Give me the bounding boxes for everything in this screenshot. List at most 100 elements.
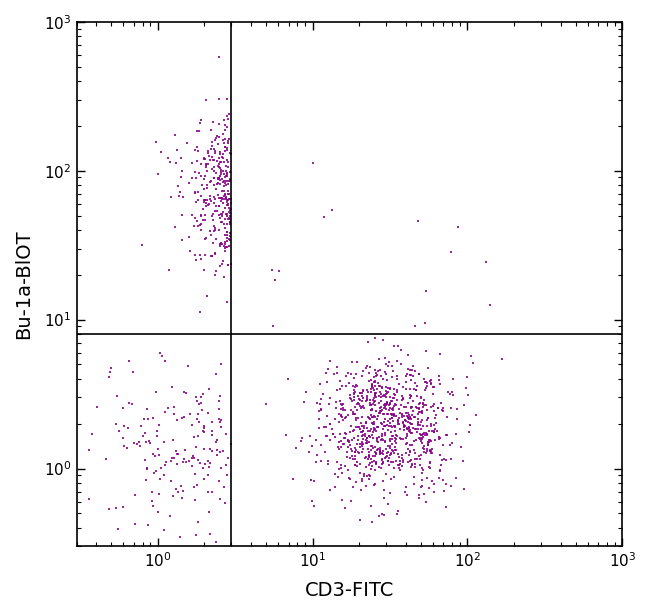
Point (211, 537, 221, 547)
Point (220, 243, 230, 252)
Point (226, 217, 236, 227)
Point (222, 94, 233, 104)
Point (171, 484, 181, 494)
Point (372, 445, 383, 454)
Point (379, 421, 389, 431)
Point (357, 441, 367, 451)
Point (357, 427, 367, 437)
Point (363, 450, 374, 460)
Point (363, 387, 374, 397)
Point (398, 457, 408, 467)
Point (318, 389, 328, 399)
Point (192, 147, 203, 157)
Point (211, 435, 222, 445)
Point (364, 413, 374, 423)
Point (168, 402, 179, 411)
Point (372, 422, 383, 432)
Point (384, 421, 395, 430)
Point (413, 451, 424, 460)
Point (223, 195, 233, 205)
Point (358, 444, 368, 454)
Point (382, 441, 393, 451)
Point (137, 241, 148, 251)
Point (394, 379, 404, 389)
Point (424, 457, 435, 467)
Point (218, 446, 228, 456)
Point (410, 462, 421, 472)
Point (183, 362, 194, 371)
Point (366, 445, 376, 455)
Point (320, 446, 330, 456)
Point (188, 451, 198, 460)
Point (422, 413, 433, 423)
Point (159, 437, 170, 446)
Point (410, 366, 421, 376)
Point (356, 388, 367, 398)
Point (124, 398, 135, 408)
Point (401, 371, 411, 381)
Point (361, 417, 371, 427)
Point (367, 451, 378, 461)
Point (190, 392, 201, 402)
Point (215, 179, 226, 189)
Point (401, 408, 411, 418)
Point (406, 391, 417, 400)
Point (463, 427, 474, 437)
Point (422, 381, 432, 391)
Point (366, 411, 376, 421)
Point (403, 451, 413, 460)
Point (417, 443, 428, 453)
Point (155, 147, 166, 157)
Point (207, 426, 217, 436)
Point (380, 382, 391, 392)
Point (360, 453, 370, 463)
Point (153, 450, 164, 460)
Point (209, 173, 219, 183)
Point (196, 398, 206, 408)
Point (399, 421, 410, 431)
Point (207, 137, 217, 147)
Point (366, 384, 376, 394)
Point (426, 419, 436, 429)
Point (361, 452, 371, 462)
Point (218, 177, 229, 187)
Point (335, 410, 346, 419)
Point (330, 414, 341, 424)
Point (370, 449, 381, 459)
Point (408, 480, 419, 489)
Point (390, 437, 400, 446)
Point (169, 453, 179, 463)
Point (404, 391, 415, 400)
Point (153, 445, 163, 454)
Point (392, 386, 402, 395)
Point (387, 413, 397, 423)
Point (212, 450, 222, 460)
Point (192, 480, 202, 490)
Point (220, 120, 230, 130)
Point (196, 171, 206, 181)
Point (370, 388, 381, 398)
Point (368, 395, 378, 405)
Point (417, 406, 427, 416)
Point (191, 197, 202, 207)
Point (389, 341, 399, 351)
Point (343, 368, 353, 378)
Point (385, 418, 395, 428)
Point (439, 454, 449, 464)
Point (315, 398, 325, 408)
Point (398, 418, 408, 427)
Point (177, 413, 187, 423)
Point (181, 457, 192, 467)
Point (367, 418, 377, 428)
Point (372, 437, 383, 447)
Point (220, 142, 231, 152)
Point (451, 414, 462, 424)
Point (169, 409, 179, 419)
Point (210, 146, 220, 155)
Point (213, 119, 224, 129)
Point (216, 152, 227, 162)
Point (381, 386, 391, 396)
Point (385, 392, 395, 402)
Point (346, 451, 357, 461)
Point (391, 411, 401, 421)
